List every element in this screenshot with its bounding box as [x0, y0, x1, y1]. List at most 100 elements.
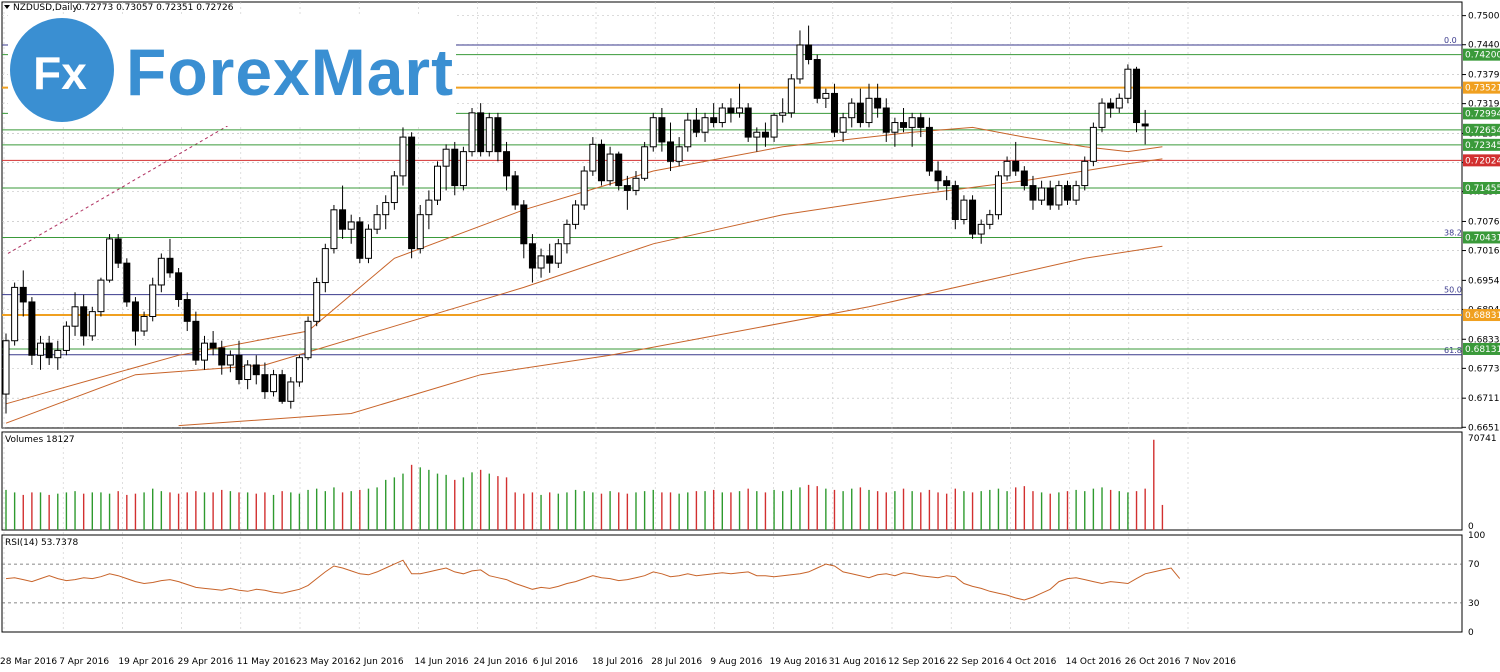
date-tick-label: 7 Nov 2016: [1184, 657, 1236, 667]
price-level-label: 0.72024: [1465, 156, 1500, 166]
candle-bear: [1107, 102, 1115, 109]
candle-bear: [1063, 185, 1071, 201]
date-tick-label: 31 Aug 2016: [829, 657, 887, 667]
price-tick-label: 0.74405: [1468, 41, 1500, 51]
price-level-tag: [1463, 138, 1500, 151]
candle-bull: [839, 117, 847, 133]
candle-bear: [511, 175, 519, 206]
date-tick-label: 29 Apr 2016: [178, 657, 234, 667]
candle-bear: [1012, 160, 1020, 172]
candle-bear: [209, 342, 217, 349]
candle-bear: [494, 117, 502, 153]
date-tick-label: 28 Mar 2016: [0, 657, 57, 667]
candle-bull: [718, 107, 726, 124]
candle-bear: [658, 117, 666, 143]
candle-bull: [977, 223, 985, 235]
rsi-line: [5, 559, 1181, 601]
symbol-label: NZDUSD,Daily: [13, 3, 78, 13]
candle-bull: [373, 214, 381, 230]
candle-bear: [597, 143, 605, 182]
candle-bull: [1098, 102, 1106, 128]
date-tick-label: 24 Jun 2016: [474, 657, 528, 667]
date-tick-label: 11 May 2016: [237, 657, 296, 667]
date-tick-label: 19 Apr 2016: [118, 657, 174, 667]
price-level-tag: [1463, 107, 1500, 120]
candle-bear: [623, 185, 631, 191]
candle-bear: [727, 107, 735, 114]
logo-fx-text: Fx: [33, 47, 87, 99]
fib-level-label: 38.2: [1444, 228, 1462, 237]
candle-bull: [399, 136, 407, 177]
candle-bear: [856, 102, 864, 124]
candle-bull: [270, 374, 278, 393]
rsi-title: RSI(14) 53.7378: [5, 538, 78, 548]
logo-name-text: ForexMart: [126, 35, 455, 109]
fib-level-label: 50.0: [1444, 286, 1462, 295]
candle-bull: [485, 117, 493, 153]
price-level-tag: [1463, 48, 1500, 61]
candle-bull: [753, 131, 761, 138]
candle-bear: [278, 374, 286, 402]
candle-bull: [649, 117, 657, 148]
candle-bull: [1003, 160, 1011, 177]
candle-bear: [261, 374, 269, 393]
candle-bull: [226, 354, 234, 366]
candle-bull: [787, 78, 795, 114]
candle-bull: [908, 117, 916, 128]
candle-bull: [434, 165, 441, 201]
candle-bull: [11, 286, 19, 342]
candle-bear: [710, 117, 718, 124]
candle-bull: [796, 44, 804, 80]
candle-bull: [572, 204, 580, 225]
candle-bull: [287, 381, 295, 402]
candle-bear: [356, 221, 364, 259]
candle-bull: [1081, 160, 1089, 187]
candle-bear: [28, 301, 36, 356]
candle-bull: [200, 342, 208, 361]
candle-bear: [951, 185, 959, 221]
candle-bull: [1038, 187, 1046, 201]
candle-bear: [813, 59, 821, 99]
candle-bear: [615, 153, 623, 187]
price-level-label: 0.70431: [1465, 233, 1500, 243]
candle-bull: [88, 311, 96, 337]
candle-bear: [218, 347, 226, 366]
candle-bear: [744, 107, 752, 138]
candle-bear: [1046, 187, 1054, 206]
candle-bear: [943, 180, 951, 187]
date-tick-label: 22 Sep 2016: [947, 657, 1004, 667]
candle-bull: [1055, 185, 1063, 206]
candle-bull: [321, 248, 329, 284]
rsi-panel-frame: [1, 534, 1463, 633]
candle-bull: [244, 364, 252, 381]
moving-average-slow: [178, 245, 1163, 427]
candle-bear: [761, 131, 769, 138]
candle-bull: [537, 255, 545, 269]
candle-bull: [382, 202, 390, 216]
fib-level-label: 0.0: [1444, 36, 1457, 45]
price-level-label: 0.73521: [1465, 84, 1500, 94]
candle-bull: [994, 175, 1002, 216]
candle-bull: [554, 243, 562, 264]
candle-bear: [175, 272, 183, 301]
date-tick-label: 7 Apr 2016: [59, 657, 109, 667]
price-level-tag: [1463, 342, 1500, 355]
price-tick-label: 0.67115: [1468, 394, 1500, 404]
candle-bull: [848, 102, 856, 119]
candle-bull: [684, 119, 692, 148]
candle-bear: [1020, 170, 1028, 187]
price-level-tag: [1463, 231, 1500, 244]
candle-bull: [641, 146, 649, 179]
candle-bull: [563, 223, 571, 245]
candle-bear: [667, 141, 675, 162]
candle-bull: [736, 107, 744, 114]
candle-bull: [632, 177, 640, 191]
volume-max-label: 70741: [1468, 434, 1497, 444]
candle-bull: [37, 342, 45, 356]
candle-bear: [520, 204, 528, 245]
price-level-label: 0.71455: [1465, 184, 1500, 194]
candle-bull: [589, 143, 597, 172]
